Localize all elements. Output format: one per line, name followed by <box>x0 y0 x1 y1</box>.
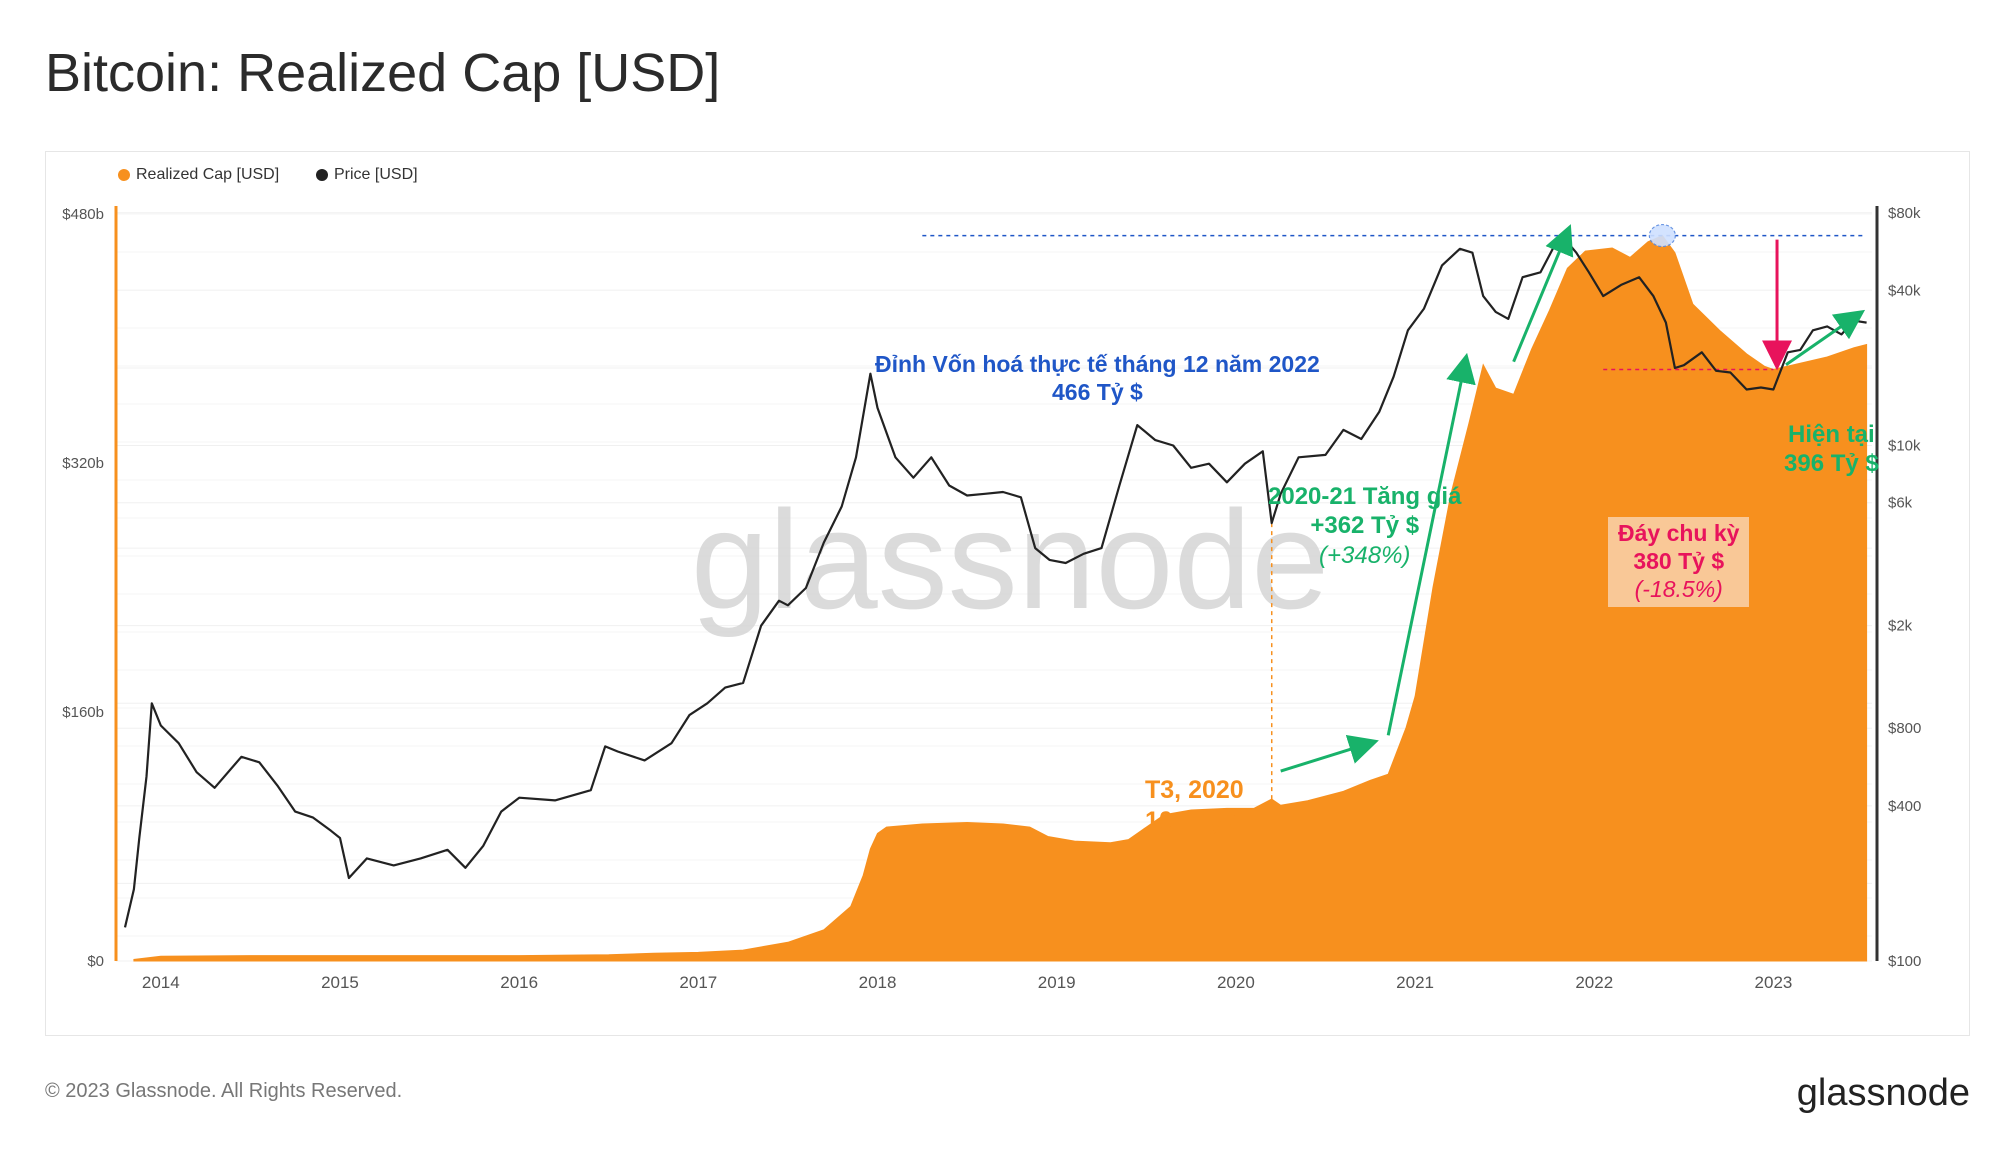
x-tick-label: 2023 <box>1755 973 1793 992</box>
green-arrow <box>1785 309 1866 367</box>
annotation-text: Đáy chu kỳ <box>1618 520 1740 546</box>
annotation-text: (-18.5%) <box>1634 576 1723 603</box>
realized-cap-layer <box>133 234 1868 962</box>
green-arrow <box>1280 735 1379 773</box>
y-right-tick-label: $2k <box>1888 618 1913 635</box>
realized-cap-area <box>133 234 1868 962</box>
x-tick-label: 2021 <box>1396 973 1434 992</box>
x-tick-label: 2014 <box>142 973 180 992</box>
axes: $0 $160b $320b $480b $100 $400 $800 $2k $6k $10k $… <box>62 205 1921 992</box>
legend-price[interactable]: Price [USD] <box>316 166 418 184</box>
y-right-tick-label: $400 <box>1888 798 1921 815</box>
annotation-march-2020: T3, 2020 104 Tỷ $ <box>1145 775 1244 836</box>
annotation-arrows <box>1280 224 1866 773</box>
legend-realized-cap[interactable]: Realized Cap [USD] <box>118 166 279 184</box>
annotation-text: Hiện tại <box>1788 421 1875 448</box>
x-tick-label: 2016 <box>500 973 538 992</box>
orange-dot-icon <box>118 168 130 181</box>
annotation-lines <box>922 223 1866 800</box>
annotation-text: +362 Tỷ $ <box>1310 512 1420 540</box>
y-right-tick-label: $100 <box>1888 953 1921 970</box>
annotation-text: 104 Tỷ $ <box>1145 806 1244 835</box>
y-left-tick-label: $0 <box>87 953 104 970</box>
y-right-tick-label: $80k <box>1888 205 1921 222</box>
annotation-text: 396 Tỷ $ <box>1784 450 1879 478</box>
green-arrow <box>1386 352 1476 736</box>
annotation-rally: 2020-21 Tăng giá +362 Tỷ $ (+348%) <box>1268 482 1461 570</box>
price-line <box>123 236 1867 928</box>
annotation-text: (+348%) <box>1319 541 1411 569</box>
y-right-tick-label: $800 <box>1888 720 1921 737</box>
y-right-tick-label: $10k <box>1888 438 1921 455</box>
x-tick-label: 2017 <box>679 973 717 992</box>
brand-logo[interactable]: glassnode <box>1796 1072 1970 1114</box>
annotation-current: Hiện tại 396 Tỷ $ <box>1784 420 1879 479</box>
black-dot-icon <box>316 168 328 181</box>
legend-label: Price [USD] <box>334 166 418 183</box>
x-tick-label: 2019 <box>1038 973 1076 992</box>
x-tick-label: 2015 <box>321 973 359 992</box>
peak-marker <box>1648 223 1676 248</box>
annotation-text: Đỉnh Vốn hoá thực tế tháng 12 năm 2022 <box>875 351 1320 377</box>
x-tick-label: 2020 <box>1217 973 1255 992</box>
annotation-text: 2020-21 Tăng giá <box>1268 483 1462 510</box>
green-arrow <box>1512 224 1574 363</box>
y-left-tick-label: $320b <box>62 455 104 472</box>
annotation-text: 380 Tỷ $ <box>1633 548 1725 575</box>
y-left-tick-label: $160b <box>62 704 104 721</box>
annotation-cycle-bottom: Đáy chu kỳ 380 Tỷ $ (-18.5%) <box>1608 517 1750 608</box>
x-tick-label: 2018 <box>859 973 897 992</box>
watermark: glassnode <box>691 481 1329 638</box>
legend-label: Realized Cap [USD] <box>136 166 280 183</box>
x-tick-label: 2022 <box>1575 973 1613 992</box>
annotation-text: 466 Tỷ $ <box>1052 379 1143 406</box>
copyright: © 2023 Glassnode. All Rights Reserved. <box>45 1080 403 1102</box>
page-title: Bitcoin: Realized Cap [USD] <box>45 43 721 103</box>
y-left-tick-label: $480b <box>62 206 104 223</box>
price-layer <box>123 236 1867 928</box>
annotation-peak: Đỉnh Vốn hoá thực tế tháng 12 năm 2022 4… <box>875 350 1320 406</box>
annotation-text: T3, 2020 <box>1145 776 1244 804</box>
y-right-tick-label: $40k <box>1888 282 1921 299</box>
y-right-tick-label: $6k <box>1888 495 1913 512</box>
